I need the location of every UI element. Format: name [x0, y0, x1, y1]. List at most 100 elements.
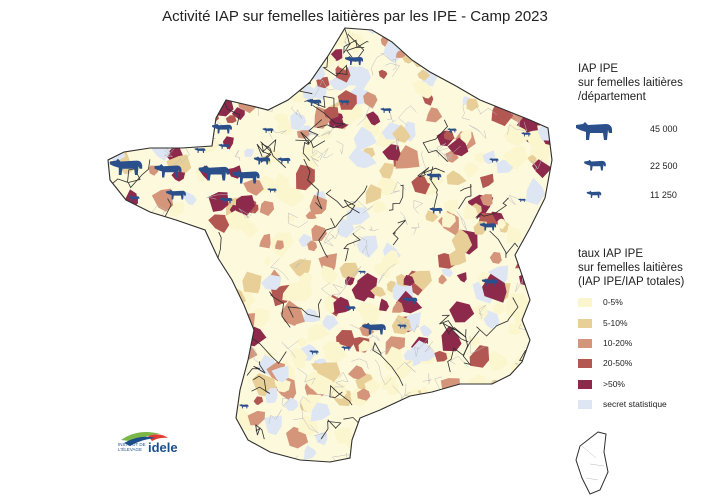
commune-patch — [545, 394, 552, 407]
commune-border — [371, 53, 386, 76]
commune-patch — [164, 292, 187, 322]
commune-patch — [438, 274, 447, 285]
commune-patch — [171, 37, 182, 49]
commune-border — [539, 391, 548, 404]
commune-patch — [202, 43, 213, 55]
commune-patch — [423, 168, 445, 187]
commune-patch — [379, 162, 395, 179]
commune-border — [507, 121, 528, 136]
commune-patch — [275, 377, 291, 393]
department-border — [269, 291, 291, 328]
commune-patch — [217, 453, 230, 462]
commune-patch — [120, 28, 131, 33]
commune-patch — [260, 84, 273, 99]
commune-border — [238, 208, 254, 219]
commune-patch — [193, 364, 213, 383]
commune-patch — [243, 179, 264, 196]
rate-legend-title-line: sur femelles laitières — [578, 262, 683, 274]
commune-border — [469, 335, 487, 354]
commune-patch — [457, 391, 472, 406]
commune-patch — [453, 402, 463, 412]
commune-border — [170, 110, 195, 126]
commune-patch — [502, 145, 529, 170]
commune-patch — [174, 352, 194, 374]
department-border — [329, 28, 350, 45]
commune-patch — [226, 80, 253, 102]
commune-border — [232, 76, 249, 92]
department-border — [408, 394, 435, 428]
size-legend-label: 22 500 — [650, 161, 678, 171]
rate-swatch — [578, 400, 592, 409]
department-border — [476, 197, 509, 220]
commune-border — [378, 263, 396, 284]
commune-patch — [309, 373, 340, 395]
commune-border — [456, 211, 468, 231]
department-border — [246, 361, 266, 376]
commune-patch — [161, 341, 181, 360]
commune-border — [203, 82, 217, 104]
commune-border — [209, 41, 222, 63]
commune-border — [317, 148, 334, 159]
commune-patch — [275, 49, 292, 68]
commune-patch — [144, 28, 167, 37]
commune-patch — [140, 28, 157, 35]
commune-border — [388, 138, 400, 150]
commune-patch — [289, 37, 306, 60]
rate-legend-item: 0-5% — [578, 297, 698, 309]
commune-patch — [322, 341, 347, 363]
commune-patch — [534, 28, 548, 37]
commune-border — [411, 222, 420, 235]
commune-patch — [122, 62, 135, 77]
commune-patch — [422, 401, 445, 429]
commune-border — [468, 56, 488, 74]
commune-patch — [415, 36, 434, 58]
commune-patch — [251, 457, 264, 462]
commune-patch — [322, 33, 333, 47]
commune-patch — [336, 330, 356, 348]
commune-patch — [409, 270, 432, 291]
commune-patch — [297, 337, 308, 348]
commune-border — [529, 402, 544, 429]
commune-patch — [113, 290, 130, 305]
commune-patch — [208, 192, 229, 212]
commune-border — [319, 382, 344, 397]
commune-patch — [485, 429, 498, 440]
commune-border — [268, 409, 282, 425]
commune-patch — [497, 218, 507, 230]
commune-patch — [534, 357, 550, 373]
commune-patch — [448, 249, 467, 266]
commune-border — [323, 229, 340, 244]
commune-border — [288, 212, 309, 228]
commune-border — [399, 321, 418, 333]
commune-patch — [509, 98, 522, 107]
commune-patch — [304, 445, 317, 460]
commune-patch — [152, 30, 169, 48]
commune-border — [179, 127, 192, 144]
commune-patch — [279, 38, 292, 54]
department-border — [120, 285, 154, 308]
department-border — [448, 326, 469, 343]
commune-border — [364, 414, 382, 436]
commune-border — [186, 253, 201, 270]
commune-patch — [182, 373, 208, 399]
commune-patch — [395, 145, 420, 169]
commune-patch — [434, 350, 448, 362]
commune-patch — [449, 301, 475, 323]
commune-border — [400, 211, 408, 225]
commune-border — [531, 158, 543, 172]
commune-border — [206, 194, 228, 200]
commune-patch — [443, 198, 459, 215]
commune-border — [198, 390, 209, 399]
commune-patch — [307, 324, 330, 342]
department-border — [185, 290, 229, 319]
commune-border — [320, 282, 342, 299]
commune-patch — [145, 396, 168, 422]
commune-patch — [412, 80, 432, 98]
commune-border — [299, 396, 311, 419]
commune-border — [389, 418, 406, 434]
commune-patch — [411, 175, 431, 195]
rate-legend-item: 5-10% — [578, 318, 698, 330]
commune-border — [449, 355, 468, 367]
commune-border — [110, 99, 122, 116]
